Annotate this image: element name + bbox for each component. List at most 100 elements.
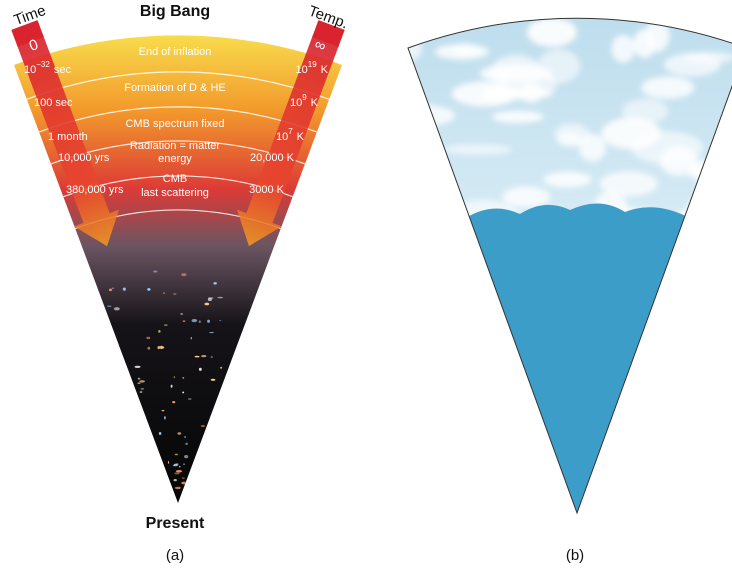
label-main: 3000 K	[249, 184, 285, 196]
galaxy	[137, 382, 141, 384]
galaxy	[147, 346, 151, 350]
galaxy	[107, 305, 112, 307]
time-label: 10,000 yrs	[58, 152, 110, 164]
temp-label: 107 K	[276, 127, 305, 143]
galaxy	[163, 416, 166, 420]
label-main: 10	[296, 64, 308, 76]
galaxy	[174, 472, 180, 475]
label-unit: K	[297, 131, 305, 143]
cloud	[543, 171, 592, 188]
galaxy	[153, 270, 158, 273]
temp-label: 3000 K	[249, 184, 285, 196]
galaxy	[200, 425, 206, 427]
cloud	[684, 205, 732, 220]
galaxy	[167, 460, 170, 464]
label-exponent: −32	[36, 60, 50, 69]
cloud	[526, 18, 577, 47]
galaxy	[177, 432, 182, 435]
galaxy	[174, 453, 179, 456]
cloud	[482, 86, 513, 103]
galaxy	[182, 391, 185, 394]
cloud	[558, 131, 582, 147]
galaxy	[140, 388, 145, 390]
cloud	[444, 144, 512, 155]
galaxy	[219, 320, 222, 322]
galaxy	[139, 380, 145, 383]
label-main: 380,000 yrs	[66, 184, 124, 196]
galaxy	[191, 318, 198, 323]
galaxy	[207, 297, 212, 302]
galaxy	[122, 287, 126, 291]
big-bang-label: Big Bang	[140, 3, 210, 20]
galaxy	[158, 330, 161, 333]
galaxy	[173, 479, 177, 482]
time-arrow	[11, 20, 120, 247]
cloud	[408, 104, 456, 127]
time-label: 380,000 yrs	[66, 184, 124, 196]
caption-a: (a)	[166, 547, 184, 564]
caption-b: (b)	[566, 547, 584, 564]
galaxy	[178, 486, 181, 490]
galaxy	[158, 345, 165, 349]
galaxy	[180, 313, 184, 315]
event-label: CMB	[163, 173, 187, 185]
galaxy	[158, 432, 162, 435]
label-unit: K	[321, 64, 329, 76]
galaxy	[209, 331, 214, 334]
label-exponent: 9	[302, 93, 307, 102]
universe-wedge	[14, 35, 342, 504]
galaxy	[194, 355, 200, 358]
label-main: 10	[290, 97, 302, 109]
galaxy	[147, 288, 151, 291]
galaxy	[183, 463, 185, 466]
present-label: Present	[146, 515, 205, 532]
cloud	[537, 49, 581, 84]
label-main: 1 month	[48, 131, 88, 143]
galaxy	[134, 365, 141, 369]
temp-label: 109 K	[290, 93, 319, 109]
galaxy	[182, 320, 186, 322]
cloud	[502, 186, 550, 208]
temp-label: 1019 K	[296, 60, 329, 76]
galaxy	[210, 378, 216, 381]
label-unit: K	[311, 97, 319, 109]
galaxy	[181, 477, 185, 479]
cloud	[633, 29, 657, 58]
galaxy	[173, 375, 175, 379]
event-label: Formation of D & HE	[124, 82, 225, 94]
temp-label: 20,000 K	[250, 152, 295, 164]
galaxy	[185, 442, 188, 446]
temp-arrow	[236, 20, 345, 247]
galaxy	[175, 469, 183, 473]
galaxy	[139, 391, 143, 393]
panel-b: (b)	[407, 17, 732, 564]
galaxy	[207, 319, 210, 323]
event-label: CMB spectrum fixed	[125, 118, 224, 130]
cloud	[684, 51, 732, 64]
galaxy	[190, 336, 193, 340]
galaxy	[184, 436, 187, 438]
galaxy	[161, 410, 165, 412]
galaxy	[170, 384, 173, 388]
label-main: 20,000 K	[250, 152, 295, 164]
galaxy	[201, 355, 207, 358]
label-main: 10	[24, 64, 36, 76]
cloud	[641, 76, 695, 99]
galaxy	[181, 273, 187, 277]
cloud	[578, 133, 607, 162]
galaxy	[204, 302, 210, 306]
label-exponent: 7	[288, 127, 293, 136]
galaxy	[162, 292, 166, 295]
cloud	[611, 34, 636, 63]
panel-a: Time 0 Temp. ∞ Big Bang Present (a)	[11, 2, 350, 564]
galaxy	[137, 377, 141, 380]
band-boundary	[26, 71, 330, 100]
cloud	[622, 98, 669, 124]
galaxy	[184, 455, 189, 459]
galaxy	[163, 324, 168, 327]
galaxy	[172, 464, 176, 467]
galaxy	[178, 466, 181, 468]
event-label: last scattering	[141, 187, 209, 199]
galaxy	[198, 320, 201, 323]
